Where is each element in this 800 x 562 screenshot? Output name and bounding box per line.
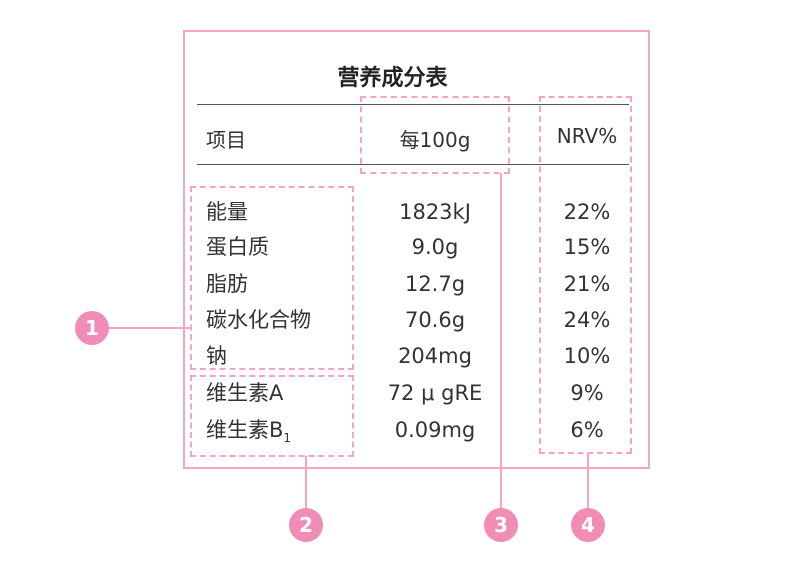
row-name: 蛋白质 xyxy=(206,235,269,259)
row-nrv: 15% xyxy=(563,235,611,259)
header-top-rule xyxy=(197,104,629,105)
leader-line-4 xyxy=(587,453,589,510)
row-nrv: 22% xyxy=(563,200,611,224)
row-value: 70.6g xyxy=(404,308,466,332)
row-name: 钠 xyxy=(206,344,227,368)
badge-3: 3 xyxy=(484,508,518,542)
row-value: 72 μ gRE xyxy=(387,381,483,405)
row-nrv: 10% xyxy=(563,344,611,368)
callout-box-3 xyxy=(360,96,510,174)
row-value: 12.7g xyxy=(404,272,466,296)
callout-box-1 xyxy=(190,186,354,370)
leader-line-1 xyxy=(105,327,191,329)
callout-box-2 xyxy=(190,375,354,457)
row-name: 脂肪 xyxy=(206,272,248,296)
badge-4: 4 xyxy=(571,508,605,542)
nutrition-table-frame xyxy=(183,30,650,469)
row-value: 1823kJ xyxy=(399,200,471,224)
callout-box-4 xyxy=(539,96,632,454)
row-name: 能量 xyxy=(206,200,248,224)
row-name: 维生素B1 xyxy=(206,418,292,446)
leader-line-2 xyxy=(305,456,307,510)
header-bottom-rule xyxy=(197,164,629,165)
row-value: 0.09mg xyxy=(394,418,476,442)
row-nrv: 21% xyxy=(563,272,611,296)
row-nrv: 9% xyxy=(570,381,604,405)
header-nrv: NRV% xyxy=(556,124,618,148)
row-value: 204mg xyxy=(398,344,472,368)
row-value: 9.0g xyxy=(411,235,459,259)
leader-line-3 xyxy=(500,173,502,510)
badge-2: 2 xyxy=(289,508,323,542)
badge-1: 1 xyxy=(75,311,109,345)
row-nrv: 6% xyxy=(570,418,604,442)
row-nrv: 24% xyxy=(563,308,611,332)
header-item: 项目 xyxy=(206,128,246,152)
row-name: 维生素A xyxy=(206,381,284,405)
row-name: 碳水化合物 xyxy=(206,308,311,332)
table-title: 营养成分表 xyxy=(337,66,448,91)
header-per100: 每100g xyxy=(399,128,471,152)
